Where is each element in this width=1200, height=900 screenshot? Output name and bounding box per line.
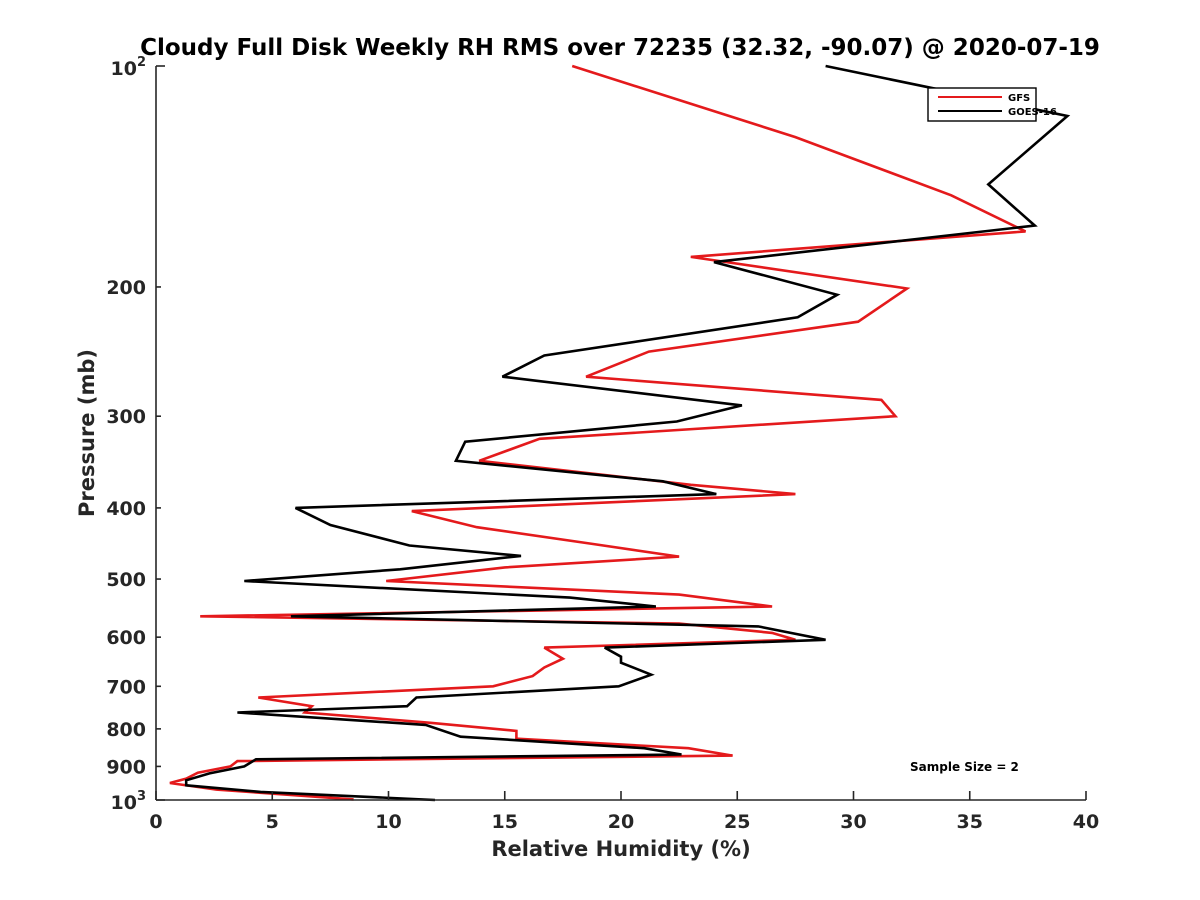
y-tick-label: 400 (106, 498, 146, 520)
legend: GFS GOES-16 (927, 87, 1057, 122)
x-tick-label: 0 (149, 811, 162, 833)
plot-lines (169, 64, 1071, 802)
x-tick-label: 40 (1073, 811, 1099, 833)
y-tick-base: 10 (111, 792, 137, 814)
x-tick-label: 30 (840, 811, 866, 833)
legend-label-goes16: GOES-16 (1008, 107, 1057, 118)
y-tick-label-power: 102 (111, 55, 147, 80)
x-ticks: 0 5 10 15 20 25 30 35 40 (149, 791, 1099, 833)
series-line-gfs (169, 64, 1027, 801)
y-tick-label: 500 (106, 569, 146, 591)
x-tick-label: 10 (375, 811, 401, 833)
y-tick-base: 10 (111, 58, 137, 80)
y-tick-label: 800 (106, 719, 146, 741)
x-tick-label: 5 (266, 811, 279, 833)
y-tick-label: 600 (106, 627, 146, 649)
y-tick-label: 700 (106, 676, 146, 698)
x-tick-label: 20 (608, 811, 634, 833)
x-tick-label: 35 (957, 811, 983, 833)
y-tick-label-power: 103 (111, 789, 147, 814)
y-tick-exponent: 3 (137, 789, 146, 804)
series-line-goes16 (184, 64, 1071, 802)
sample-size-annotation: Sample Size = 2 (910, 760, 1019, 774)
x-tick-label: 25 (724, 811, 750, 833)
y-tick-exponent: 2 (137, 55, 146, 70)
legend-label-gfs: GFS (1008, 93, 1030, 104)
y-tick-label: 300 (106, 406, 146, 428)
y-tick-label: 200 (106, 277, 146, 299)
legend-box (927, 87, 1037, 122)
y-axis-title: Pressure (mb) (75, 349, 99, 517)
chart-title: Cloudy Full Disk Weekly RH RMS over 7223… (140, 35, 1100, 61)
y-tick-label: 900 (106, 756, 146, 778)
x-axis-title: Relative Humidity (%) (491, 837, 750, 861)
x-tick-label: 15 (492, 811, 518, 833)
